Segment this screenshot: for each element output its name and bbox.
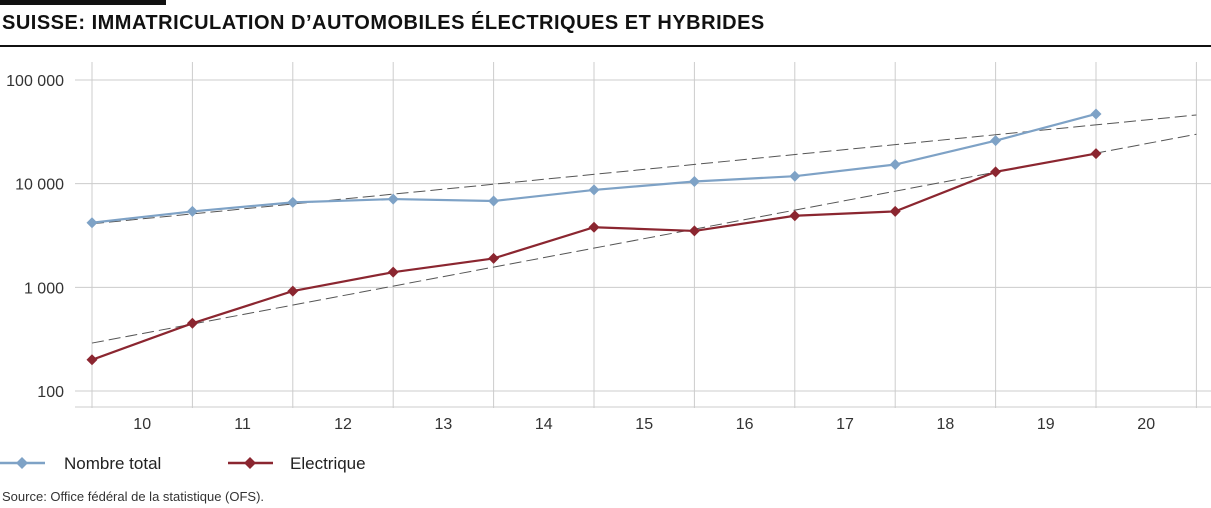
data-point [990,135,1002,147]
y-tick-label: 10 000 [15,177,64,194]
line-chart: 100 1 000 10 000 100 000 10 11 12 13 14 15 16 17 18 1… [6,62,1211,433]
data-point [387,266,399,278]
legend-item-electrique: Electrique [228,452,428,476]
data-point [588,184,600,196]
data-point [86,354,98,366]
data-point [789,210,801,222]
x-tick-label: 10 [133,416,151,433]
data-point [688,225,700,237]
data-point [488,252,500,264]
data-point [1090,148,1102,160]
x-tick-label: 16 [736,416,754,433]
data-point [889,205,901,217]
data-point [688,175,700,187]
x-tick-label: 12 [334,416,352,433]
data-point [588,221,600,233]
x-tick-label: 14 [535,416,553,433]
data-point [86,217,98,229]
chart-title: SUISSE: IMMATRICULATION D’AUTOMOBILES ÉL… [2,12,765,34]
title-accent-bar [0,0,166,5]
x-tick-label: 17 [836,416,854,433]
source-note: Source: Office fédéral de la statistique… [2,489,265,504]
y-tick-label: 100 000 [6,73,64,90]
legend-item-total: Nombre total [0,452,200,476]
y-tick-label: 1 000 [24,280,64,297]
x-tick-label: 13 [435,416,453,433]
data-point [287,196,299,208]
legend-label-electrique: Electrique [290,454,366,473]
legend-label-total: Nombre total [64,454,162,473]
data-point [186,205,198,217]
x-tick-label: 19 [1037,416,1055,433]
x-tick-label: 20 [1137,416,1155,433]
data-point [889,159,901,171]
x-tick-label: 18 [937,416,955,433]
data-point [789,170,801,182]
data-point [990,166,1002,178]
x-tick-label: 11 [234,416,251,433]
trendline [91,114,1197,225]
x-tick-label: 15 [635,416,653,433]
data-point [287,285,299,297]
data-point [1090,108,1102,120]
title-rule [0,45,1211,47]
legend-swatch-electrique [228,457,273,469]
data-point [488,195,500,207]
y-tick-label: 100 [37,384,64,401]
legend-swatch-total [0,457,45,469]
data-point [387,193,399,205]
data-point [186,317,198,329]
